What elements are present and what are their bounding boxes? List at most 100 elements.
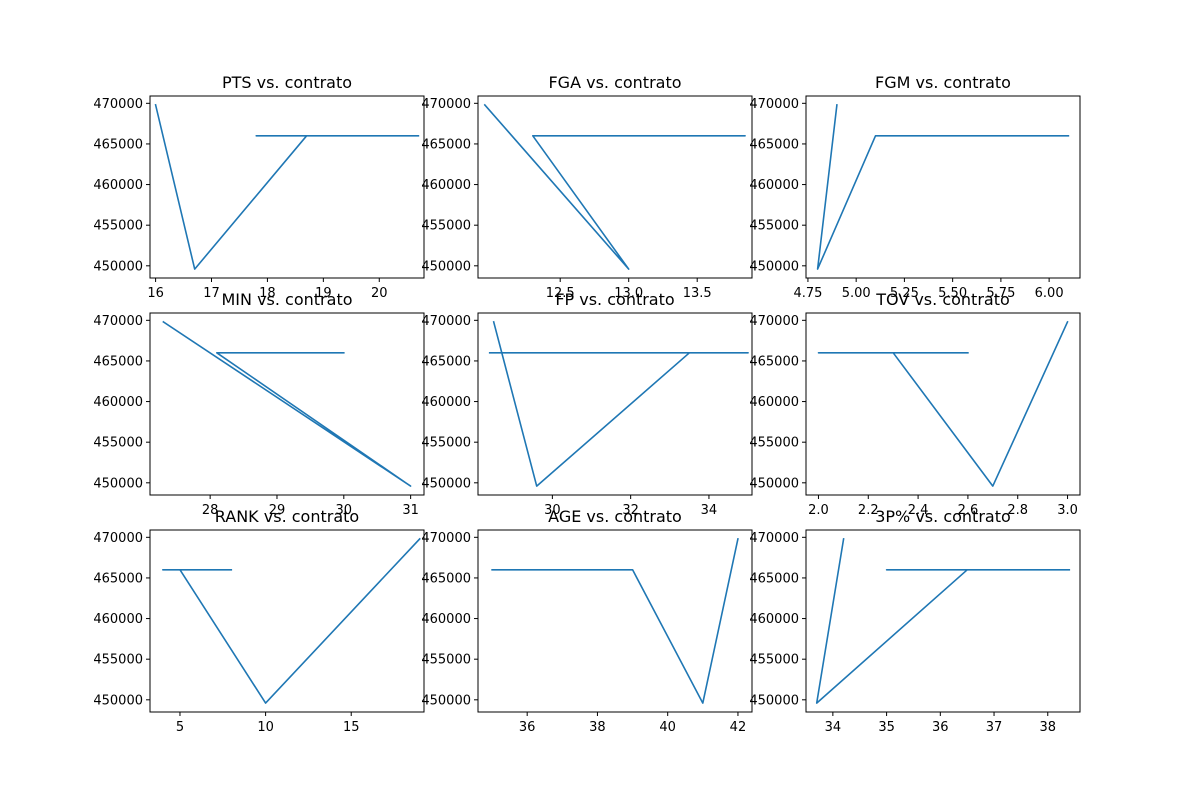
x-tick-label: 31 [402, 503, 419, 518]
series-line [154, 103, 420, 270]
y-tick-label: 465000 [421, 571, 471, 586]
x-tick-label: 34 [701, 503, 718, 518]
x-tick-label: 38 [1039, 720, 1056, 735]
y-tick-label: 460000 [749, 612, 799, 627]
subplot-title: MIN vs. contrato [222, 290, 353, 309]
y-tick-label: 455000 [93, 653, 143, 668]
subplot-1: PTS vs. contrato 450000 455000 460000 465000… [93, 73, 425, 301]
series-line [817, 320, 1069, 487]
subplot-6: TOV vs. contrato 450000 455000 460000 465000… [749, 290, 1081, 518]
x-tick-label: 29 [269, 503, 286, 518]
x-tick-label: 38 [589, 720, 606, 735]
x-tick-label: 37 [986, 720, 1003, 735]
y-tick-label: 465000 [749, 137, 799, 152]
x-tick-label: 36 [519, 720, 536, 735]
subplot-9: 3P% vs. contrato 450000 455000 460000 465000… [749, 507, 1081, 735]
y-tick-label: 465000 [749, 354, 799, 369]
y-tick-label: 455000 [749, 653, 799, 668]
subplot-2: FGA vs. contrato 450000 455000 460000 465000… [421, 73, 753, 301]
subplot-5: FP vs. contrato 450000 455000 460000 465000 4… [421, 290, 753, 518]
subplot-title: FGA vs. contrato [548, 73, 681, 92]
x-tick-label: 13.5 [683, 286, 712, 301]
y-tick-label: 455000 [421, 653, 471, 668]
x-tick-label: 13.0 [614, 286, 643, 301]
x-tick-label: 6.00 [1035, 286, 1064, 301]
subplot-title: PTS vs. contrato [222, 73, 352, 92]
axes-frame [477, 312, 753, 496]
x-tick-label: 2.4 [908, 503, 929, 518]
y-tick-label: 465000 [93, 571, 143, 586]
y-tick-label: 455000 [421, 436, 471, 451]
y-tick-label: 470000 [421, 314, 471, 329]
axes-frame [149, 529, 425, 713]
y-tick-label: 450000 [749, 259, 799, 274]
x-tick-label: 15 [343, 720, 360, 735]
x-tick-label: 16 [147, 286, 164, 301]
y-tick-label: 460000 [93, 612, 143, 627]
y-tick-label: 450000 [93, 476, 143, 491]
series-line [815, 537, 1071, 704]
subplot-title: RANK vs. contrato [215, 507, 359, 526]
series-line [816, 104, 1070, 270]
subplot-title: 3P% vs. contrato [875, 507, 1011, 526]
x-tick-label: 5.25 [890, 286, 919, 301]
series-line [483, 103, 746, 270]
x-tick-label: 20 [371, 286, 388, 301]
x-tick-label: 3.0 [1057, 503, 1078, 518]
y-tick-label: 465000 [93, 354, 143, 369]
y-tick-label: 455000 [93, 436, 143, 451]
x-tick-label: 5.50 [938, 286, 967, 301]
series-line [162, 320, 412, 487]
x-tick-label: 5.75 [986, 286, 1015, 301]
y-tick-label: 455000 [749, 219, 799, 234]
subplot-title: AGE vs. contrato [548, 507, 682, 526]
y-tick-label: 460000 [93, 178, 143, 193]
y-tick-label: 455000 [421, 219, 471, 234]
y-tick-label: 450000 [749, 476, 799, 491]
y-tick-label: 465000 [421, 354, 471, 369]
y-tick-label: 465000 [93, 137, 143, 152]
y-tick-label: 450000 [93, 693, 143, 708]
x-tick-label: 40 [659, 720, 676, 735]
y-tick-label: 470000 [749, 314, 799, 329]
y-tick-label: 470000 [93, 314, 143, 329]
y-tick-label: 450000 [421, 259, 471, 274]
y-tick-label: 470000 [749, 97, 799, 112]
x-tick-label: 10 [257, 720, 274, 735]
x-tick-label: 42 [730, 720, 747, 735]
subplot-8: AGE vs. contrato 450000 455000 460000 465000… [421, 507, 753, 735]
x-tick-label: 2.2 [858, 503, 879, 518]
x-tick-label: 32 [622, 503, 639, 518]
y-tick-label: 450000 [749, 693, 799, 708]
y-tick-label: 460000 [93, 395, 143, 410]
axes-frame [149, 312, 425, 496]
x-tick-label: 35 [878, 720, 895, 735]
x-tick-label: 2.0 [808, 503, 829, 518]
subplot-3: FGM vs. contrato 450000 455000 460000 465000… [749, 73, 1081, 301]
subplot-title: FGM vs. contrato [875, 73, 1011, 92]
x-tick-label: 19 [315, 286, 332, 301]
y-tick-label: 470000 [421, 97, 471, 112]
series-line [491, 537, 739, 704]
y-tick-label: 470000 [93, 97, 143, 112]
x-tick-label: 5.00 [842, 286, 871, 301]
x-tick-label: 17 [203, 286, 220, 301]
y-tick-label: 470000 [749, 531, 799, 546]
axes-frame [805, 529, 1081, 713]
y-tick-label: 450000 [421, 476, 471, 491]
y-tick-label: 460000 [421, 178, 471, 193]
x-tick-label: 2.6 [958, 503, 979, 518]
axes-frame [477, 529, 753, 713]
subplot-4: MIN vs. contrato 450000 455000 460000 465000… [93, 290, 425, 518]
axes-frame [477, 95, 753, 279]
y-tick-label: 470000 [421, 531, 471, 546]
x-tick-label: 2.8 [1007, 503, 1028, 518]
series-line [162, 537, 421, 704]
y-tick-label: 460000 [421, 612, 471, 627]
x-tick-label: 36 [932, 720, 949, 735]
y-tick-label: 460000 [749, 395, 799, 410]
x-tick-label: 18 [259, 286, 276, 301]
y-tick-label: 450000 [421, 693, 471, 708]
x-tick-label: 30 [336, 503, 353, 518]
